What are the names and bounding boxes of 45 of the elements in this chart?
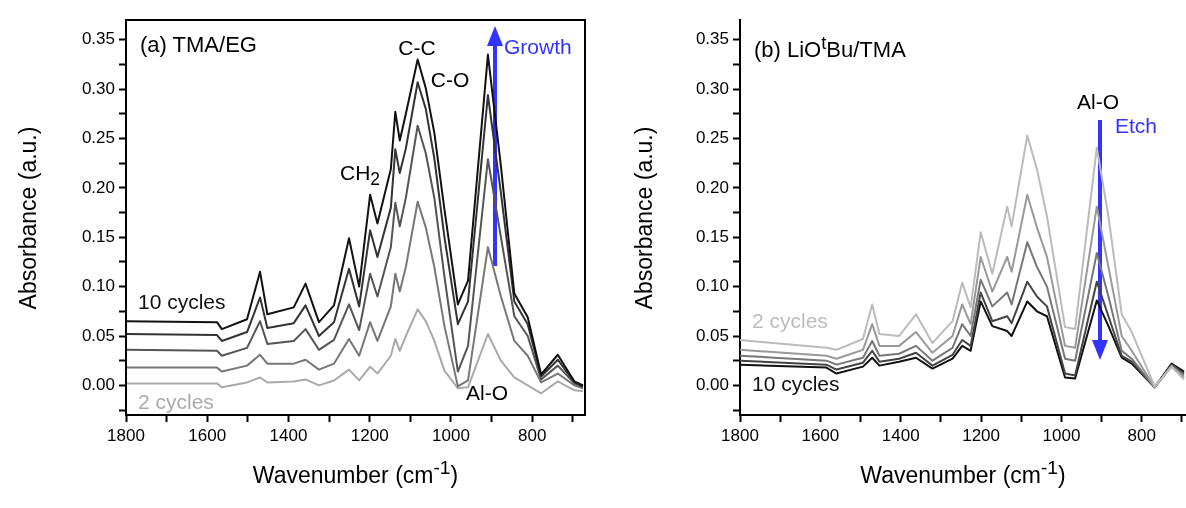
y-tick-label: 0.30 <box>695 78 729 98</box>
x-tick-label: 1400 <box>881 425 920 445</box>
annotation: (a) TMA/EG <box>140 32 257 57</box>
annotation: Al-O <box>466 380 508 404</box>
x-tick-label: 800 <box>518 425 547 445</box>
x-tick-label: 1000 <box>1042 425 1081 445</box>
annotation: C-O <box>430 67 470 91</box>
y-tick-label: 0.10 <box>695 276 729 296</box>
y-tick-label: 0.10 <box>81 276 115 296</box>
annotation: Etch <box>1115 113 1158 137</box>
annotation: C-C <box>398 35 436 59</box>
y-tick-label: 0.30 <box>81 78 115 98</box>
x-tick-label: 1600 <box>188 425 227 445</box>
annotation: Growth <box>504 34 572 58</box>
x-tick-label: 1200 <box>350 425 389 445</box>
y-tick-label: 0.05 <box>81 325 115 345</box>
y-tick-label: 0.15 <box>695 226 729 246</box>
x-tick-label: 1400 <box>269 425 308 445</box>
y-tick-label: 0.05 <box>695 325 729 345</box>
x-axis-title: Wavenumber (cm$^{-1}$) <box>252 457 459 488</box>
y-axis-title: Absorbance (a.u.) <box>630 126 657 309</box>
y-tick-label: 0.35 <box>81 29 115 49</box>
y-tick-label: 0.00 <box>695 375 729 395</box>
series-label: 10 cycles <box>138 290 226 314</box>
y-tick-label: 0.20 <box>695 177 729 197</box>
y-tick-label: 0.00 <box>81 375 115 395</box>
y-tick-label: 0.25 <box>81 128 115 148</box>
x-axis-title: Wavenumber (cm$^{-1}$) <box>860 457 1066 488</box>
x-tick-label: 800 <box>1127 425 1156 445</box>
annotation: Al-O <box>1077 89 1119 113</box>
y-tick-label: 0.15 <box>81 226 115 246</box>
y-tick-label: 0.20 <box>81 177 115 197</box>
x-tick-label: 1200 <box>962 425 1000 445</box>
x-tick-label: 1000 <box>432 425 470 445</box>
annotation: CH$_{2}$ <box>339 160 381 189</box>
series-label: 2 cycles <box>752 308 828 332</box>
series-label: 10 cycles <box>752 371 840 395</box>
x-tick-label: 1600 <box>801 425 840 445</box>
series-label: 2 cycles <box>138 390 214 414</box>
x-tick-label: 1800 <box>107 425 145 445</box>
x-tick-label: 1800 <box>721 425 759 445</box>
y-axis-title: Absorbance (a.u.) <box>14 126 41 309</box>
y-tick-label: 0.35 <box>695 29 729 49</box>
annotation: (b) LiO$^{t}$Bu/TMA <box>754 32 906 63</box>
y-tick-label: 0.25 <box>695 128 729 148</box>
